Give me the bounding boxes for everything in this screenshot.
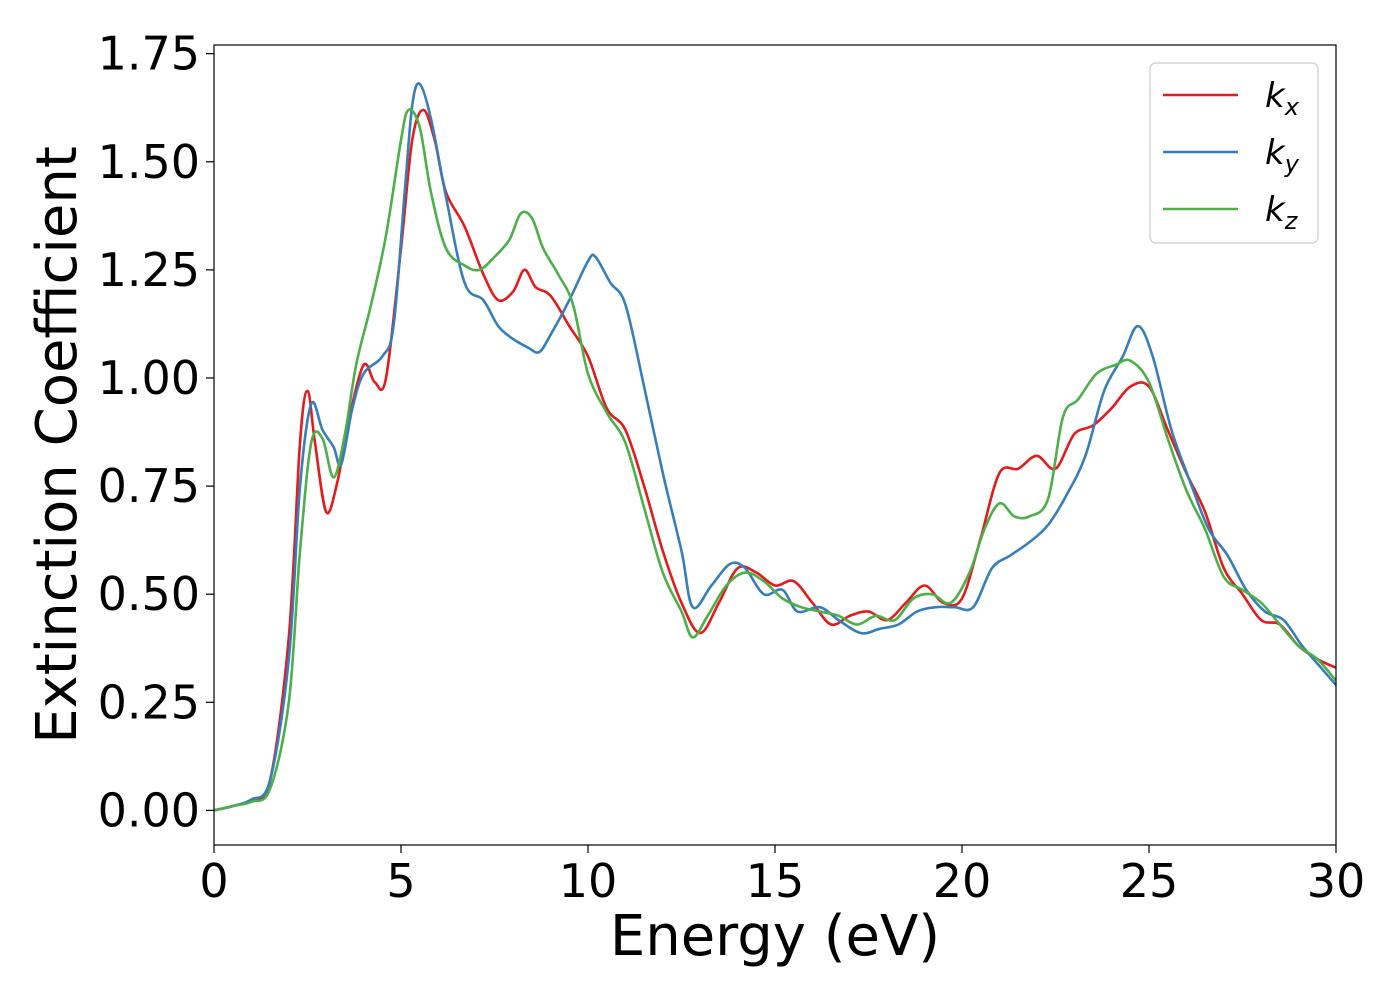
y-tick-label: 0.00	[98, 783, 200, 837]
y-axis-ticks: 0.00 0.25 0.50 0.75 1.00 1.25 1.50 1.75	[98, 27, 214, 837]
x-tick-label: 5	[386, 854, 415, 908]
legend: kx ky kz	[1149, 62, 1319, 244]
x-tick-label: 10	[559, 854, 618, 908]
y-tick-label: 0.50	[98, 567, 200, 621]
y-tick-label: 1.75	[98, 27, 200, 81]
x-axis-ticks: 0 5 10 15 20 25 30	[199, 845, 1365, 908]
series-line-ky	[213, 82, 1337, 812]
y-tick-label: 1.25	[98, 243, 200, 297]
x-tick-label: 0	[199, 854, 228, 908]
y-tick-label: 0.75	[98, 459, 200, 513]
x-tick-label: 15	[746, 854, 805, 908]
x-axis-title: Energy (eV)	[610, 904, 940, 969]
series-line-kz	[213, 108, 1337, 812]
legend-label-ky: ky	[1265, 133, 1300, 178]
y-tick-label: 1.00	[98, 351, 200, 405]
x-tick-label: 20	[933, 854, 992, 908]
y-tick-label: 0.25	[98, 675, 200, 729]
legend-label-kz: kz	[1265, 190, 1299, 235]
x-tick-label: 30	[1307, 854, 1366, 908]
x-tick-label: 25	[1120, 854, 1179, 908]
y-tick-label: 1.50	[98, 135, 200, 189]
plot-lines	[213, 82, 1337, 812]
y-axis-title: Extinction Coefficient	[25, 146, 90, 744]
legend-label-kx: kx	[1265, 76, 1300, 121]
